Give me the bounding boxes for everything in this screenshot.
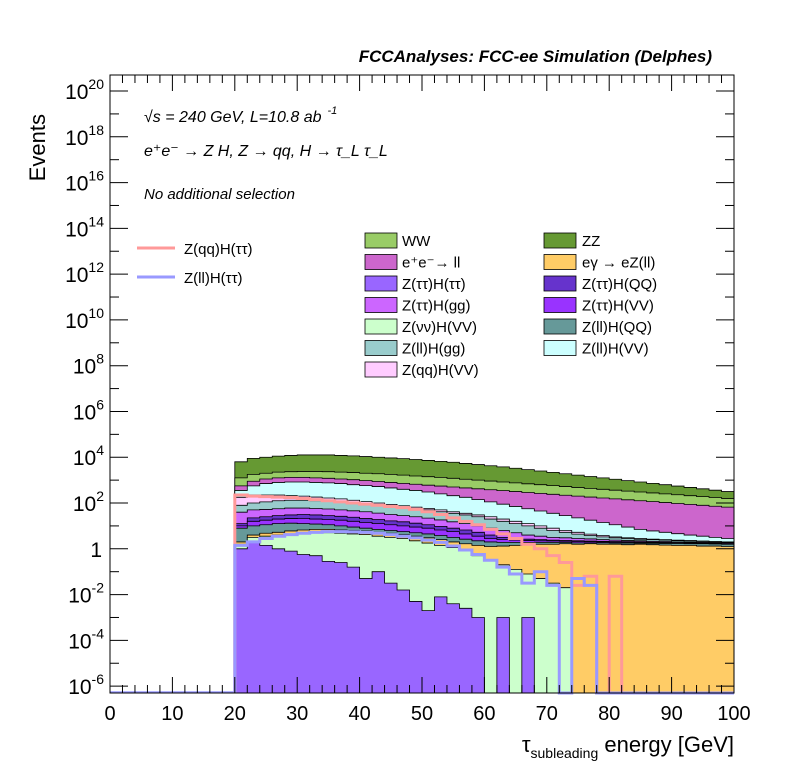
y-tick-label: 102 <box>73 488 104 516</box>
y-tick-label: 1016 <box>65 168 104 196</box>
legend-label: Z(ll)H(gg) <box>402 341 465 358</box>
legend-swatch <box>364 254 398 270</box>
legend-swatch <box>364 318 398 335</box>
legend-swatch <box>543 318 577 335</box>
x-tick-label: 100 <box>717 703 750 725</box>
annotation-process: e⁺e⁻ → Z H, Z → qq, H → τ_L τ_L <box>144 143 388 160</box>
x-axis-label-symbol: τ <box>522 732 531 757</box>
legend-swatch <box>543 254 577 270</box>
legend-label: eγ → eZ(ll) <box>582 255 655 272</box>
y-tick-label: 1 <box>90 539 102 562</box>
x-axis-label-rest: energy [GeV] <box>598 732 734 757</box>
y-tick-label: 10-4 <box>68 625 104 653</box>
x-tick-label: 60 <box>473 703 495 725</box>
legend-label: Z(ll)H(QQ) <box>582 319 652 336</box>
y-tick-label: 108 <box>73 351 104 379</box>
legend-label: Z(qq)H(ττ) <box>184 241 253 258</box>
x-axis-label: τsubleading energy [GeV] <box>522 732 734 761</box>
legend-label: Z(ττ)H(ττ) <box>402 276 466 293</box>
x-tick-label: 0 <box>104 703 115 725</box>
x-tick-label: 40 <box>348 703 370 725</box>
legend-label: e⁺e⁻→ ll <box>402 255 460 272</box>
annotation-energy-lumi: √s = 240 GeV, L=10.8 ab -1 <box>144 105 337 126</box>
legend-swatch <box>364 275 398 292</box>
annotation-selection: No additional selection <box>144 186 295 203</box>
x-tick-label: 50 <box>411 703 433 725</box>
legend-swatch <box>543 275 577 292</box>
legend-swatch <box>364 297 398 313</box>
x-axis-label-subscript: subleading <box>531 745 599 761</box>
legend-label: Z(νν)H(VV) <box>402 319 477 336</box>
y-tick-label: 1020 <box>65 76 104 104</box>
legend-swatch <box>364 232 398 249</box>
legend-swatch <box>364 340 398 356</box>
legend-label: Z(qq)H(VV) <box>402 362 479 379</box>
x-tick-label: 30 <box>286 703 308 725</box>
x-tick-label: 20 <box>224 703 246 725</box>
y-tick-label: 10-2 <box>68 580 104 608</box>
legend-swatch <box>543 340 577 356</box>
legend-label: WW <box>402 233 431 250</box>
legend-label: Z(ττ)H(gg) <box>402 298 471 315</box>
x-tick-label: 70 <box>536 703 558 725</box>
legend-swatch <box>543 297 577 313</box>
y-tick-label: 1018 <box>65 122 104 150</box>
legend-swatch <box>364 361 398 378</box>
y-tick-label: 106 <box>73 396 104 424</box>
stacked-histograms <box>110 454 735 694</box>
x-tick-label: 10 <box>161 703 183 725</box>
legend-label: Z(ll)H(VV) <box>582 341 649 358</box>
legend-swatch <box>543 232 577 249</box>
legend: Z(qq)H(ττ) Z(ll)H(ττ) WW e⁺e⁻→ ll Z(ττ)H(ττ)… <box>137 232 657 379</box>
y-axis-label: Events <box>25 114 50 181</box>
legend-label: Z(ττ)H(VV) <box>582 298 654 315</box>
legend-label: ZZ <box>582 233 600 250</box>
y-tick-label: 1012 <box>65 259 104 287</box>
y-tick-label: 1010 <box>65 305 104 333</box>
legend-label: Z(ll)H(ττ) <box>184 270 243 287</box>
y-tick-label: 10-6 <box>68 671 104 699</box>
y-tick-label: 1014 <box>65 213 104 241</box>
signal-line-1 <box>233 530 734 695</box>
y-tick-label: 104 <box>73 442 104 470</box>
axes: 0 10 20 30 40 50 60 70 80 90 100102010181016101410… <box>65 75 751 725</box>
legend-label: Z(ττ)H(QQ) <box>582 276 657 293</box>
x-tick-label: 90 <box>660 703 682 725</box>
x-tick-label: 80 <box>598 703 620 725</box>
chart-title: FCCAnalyses: FCC-ee Simulation (Delphes) <box>359 47 713 66</box>
